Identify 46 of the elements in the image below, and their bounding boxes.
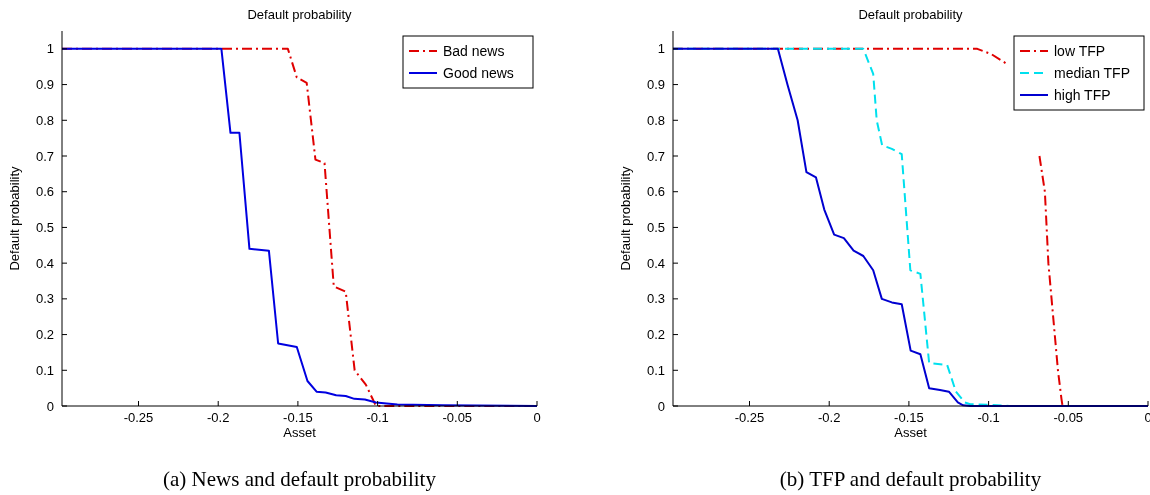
y-tick-label: 0 bbox=[657, 398, 665, 414]
y-tick-label: 1 bbox=[46, 41, 54, 57]
y-tick-label: 1 bbox=[657, 41, 665, 57]
text: (a) News and default probability bbox=[163, 467, 437, 491]
y-tick-label: 0.9 bbox=[35, 77, 54, 93]
legend-label: median TFP bbox=[1054, 65, 1130, 81]
x-axis-title: Asset bbox=[283, 425, 317, 440]
x-tick-label: -0.25 bbox=[734, 410, 765, 425]
x-tick-label: -0.25 bbox=[123, 410, 154, 425]
x-axis-title: Asset bbox=[894, 425, 928, 440]
y-tick-label: 0.6 bbox=[646, 184, 665, 200]
x-tick-label: -0.05 bbox=[1053, 410, 1084, 425]
y-tick-label: 0.4 bbox=[646, 255, 665, 271]
y-axis-title: Default probability bbox=[7, 165, 22, 271]
y-tick-label: 0.8 bbox=[35, 112, 54, 128]
y-tick-label: 0.3 bbox=[35, 291, 54, 307]
y-tick-label: 0.7 bbox=[35, 148, 54, 164]
y-tick-label: 0 bbox=[46, 398, 54, 414]
y-tick-label: 0.6 bbox=[35, 184, 54, 200]
y-tick-label: 0.4 bbox=[35, 255, 54, 271]
y-axis-title: Default probability bbox=[618, 165, 633, 271]
legend-label: Bad news bbox=[443, 43, 505, 59]
y-tick-label: 0.9 bbox=[646, 77, 665, 93]
x-tick-label: 0 bbox=[533, 410, 541, 425]
y-tick-label: 0.2 bbox=[646, 327, 665, 343]
y-tick-label: 0.7 bbox=[646, 148, 665, 164]
x-tick-label: -0.05 bbox=[442, 410, 473, 425]
y-tick-label: 0.8 bbox=[646, 112, 665, 128]
chart-title: Default probability bbox=[858, 7, 964, 22]
legend-label: low TFP bbox=[1054, 43, 1106, 59]
x-tick-label: -0.1 bbox=[366, 410, 389, 425]
legend-label: high TFP bbox=[1054, 87, 1111, 103]
y-tick-label: 0.5 bbox=[35, 219, 54, 235]
y-tick-label: 0.5 bbox=[646, 219, 665, 235]
y-tick-label: 0.2 bbox=[35, 327, 54, 343]
x-tick-label: -0.15 bbox=[283, 410, 313, 425]
legend-label: Good news bbox=[443, 65, 514, 81]
x-tick-label: -0.2 bbox=[818, 410, 841, 425]
x-tick-label: -0.1 bbox=[977, 410, 1000, 425]
x-tick-label: -0.15 bbox=[894, 410, 924, 425]
y-tick-label: 0.1 bbox=[35, 362, 54, 378]
x-tick-label: -0.2 bbox=[207, 410, 230, 425]
y-tick-label: 0.3 bbox=[646, 291, 665, 307]
text: (b) TFP and default probability bbox=[779, 467, 1042, 491]
y-tick-label: 0.1 bbox=[646, 362, 665, 378]
chart-title: Default probability bbox=[247, 7, 353, 22]
